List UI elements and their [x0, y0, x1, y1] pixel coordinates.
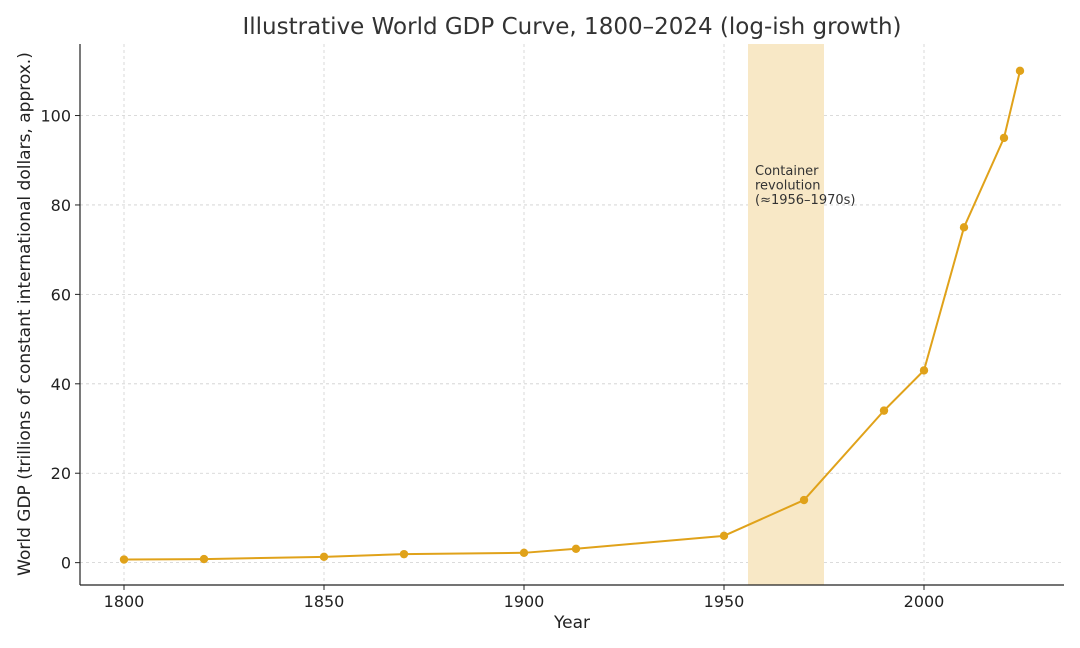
shaded-region	[748, 44, 824, 585]
x-tick-label: 2000	[904, 592, 945, 611]
shaded-region-layer	[748, 44, 824, 585]
y-tick-label: 60	[51, 285, 71, 304]
data-point	[919, 366, 929, 375]
axes	[79, 44, 1064, 586]
x-tick-label: 1900	[504, 592, 545, 611]
data-point	[399, 549, 409, 559]
data-point	[719, 531, 729, 541]
x-tick-label: 1950	[704, 592, 745, 611]
container-revolution-annotation: Container revolution (≈1956–1970s)	[755, 164, 855, 208]
grid	[80, 44, 1064, 585]
y-tick-label: 100	[40, 107, 71, 126]
y-tick-label: 0	[61, 554, 71, 573]
data-point	[999, 133, 1009, 143]
annotation-line: revolution	[755, 179, 820, 194]
data-point	[319, 552, 329, 562]
annotation-line: (≈1956–1970s)	[755, 193, 855, 208]
data-point	[879, 406, 889, 415]
data-point	[519, 548, 529, 558]
x-tick-label: 1800	[104, 592, 145, 611]
x-axis-label: Year	[553, 613, 590, 633]
annotation-line: Container	[755, 164, 819, 179]
series-layer	[119, 66, 1025, 564]
ticks: 1800 1850 1900 1950 2000 0 20 40 60 80 100	[40, 107, 944, 611]
annotation-layer: Container revolution (≈1956–1970s)	[755, 164, 855, 208]
data-point	[571, 544, 581, 553]
data-point	[799, 495, 809, 505]
chart-title: Illustrative World GDP Curve, 1800–2024 …	[242, 14, 901, 40]
y-tick-label: 80	[51, 196, 71, 215]
y-axis-label: World GDP (trillions of constant interna…	[15, 52, 35, 576]
y-tick-label: 40	[51, 375, 71, 394]
y-tick-label: 20	[51, 464, 71, 483]
data-point	[119, 555, 129, 564]
data-point	[1015, 66, 1025, 76]
x-tick-label: 1850	[304, 592, 345, 611]
series-line	[123, 70, 1021, 561]
data-point	[959, 223, 969, 232]
data-point	[199, 554, 209, 564]
